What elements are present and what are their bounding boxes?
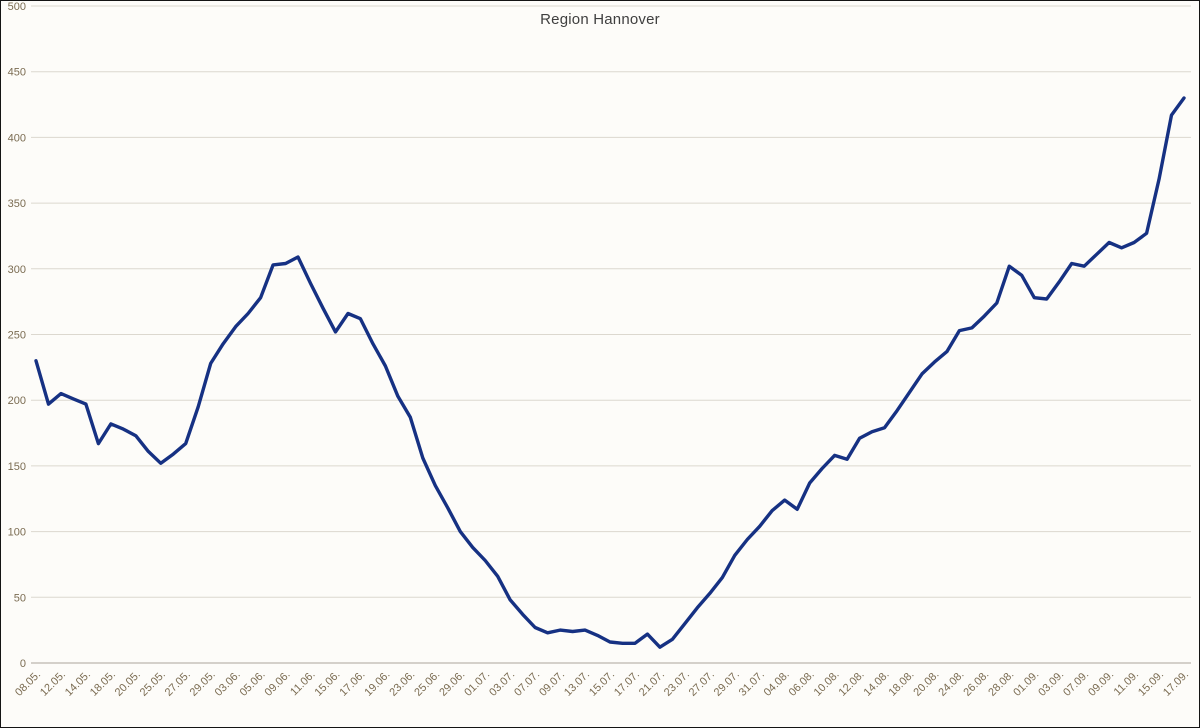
x-tick-label: 19.06. bbox=[362, 669, 392, 699]
x-tick-label: 05.06. bbox=[238, 669, 268, 699]
y-tick-label: 50 bbox=[14, 592, 26, 604]
x-tick-label: 23.07. bbox=[662, 669, 692, 699]
x-tick-label: 28.08. bbox=[986, 669, 1016, 699]
x-tick-label: 01.09. bbox=[1011, 669, 1041, 699]
y-tick-label: 400 bbox=[8, 132, 26, 144]
x-tick-label: 29.06. bbox=[437, 669, 467, 699]
x-tick-label: 17.09. bbox=[1161, 669, 1191, 699]
x-tick-label: 12.08. bbox=[837, 669, 867, 699]
x-tick-label: 06.08. bbox=[787, 669, 817, 699]
x-tick-label: 07.07. bbox=[512, 669, 542, 699]
x-tick-label: 09.09. bbox=[1086, 669, 1116, 699]
y-tick-label: 150 bbox=[8, 461, 26, 473]
data-series-line bbox=[34, 96, 1186, 649]
x-tick-label: 03.09. bbox=[1036, 669, 1066, 699]
x-tick-label: 03.07. bbox=[487, 669, 517, 699]
x-tick-label: 29.05. bbox=[188, 669, 218, 699]
x-tick-label: 15.07. bbox=[587, 669, 617, 699]
y-tick-label: 200 bbox=[8, 395, 26, 407]
x-tick-label: 03.06. bbox=[213, 669, 243, 699]
y-tick-label: 350 bbox=[8, 198, 26, 210]
x-tick-label: 18.08. bbox=[886, 669, 916, 699]
x-tick-label: 27.05. bbox=[163, 669, 193, 699]
x-tick-label: 17.06. bbox=[337, 669, 367, 699]
x-tick-label: 13.07. bbox=[562, 669, 592, 699]
x-tick-label: 14.08. bbox=[862, 669, 892, 699]
x-tick-label: 20.05. bbox=[113, 669, 143, 699]
x-tick-label: 15.06. bbox=[312, 669, 342, 699]
x-tick-label: 15.09. bbox=[1136, 669, 1166, 699]
x-tick-label: 04.08. bbox=[762, 669, 792, 699]
x-tick-label: 27.07. bbox=[687, 669, 717, 699]
x-tick-label: 24.08. bbox=[936, 669, 966, 699]
y-tick-label: 500 bbox=[8, 1, 26, 13]
x-tick-label: 18.05. bbox=[88, 669, 118, 699]
x-tick-label: 23.06. bbox=[387, 669, 417, 699]
x-tick-label: 26.08. bbox=[961, 669, 991, 699]
x-tick-label: 11.06. bbox=[288, 669, 318, 699]
y-tick-label: 250 bbox=[8, 330, 26, 342]
y-tick-label: 300 bbox=[8, 264, 26, 276]
x-tick-label: 21.07. bbox=[637, 669, 667, 699]
x-tick-label: 01.07. bbox=[462, 669, 492, 699]
x-tick-label: 07.09. bbox=[1061, 669, 1091, 699]
chart-title: Region Hannover bbox=[540, 11, 660, 28]
x-tick-label: 17.07. bbox=[612, 669, 642, 699]
x-tick-label: 12.05. bbox=[38, 669, 68, 699]
x-tick-label: 09.07. bbox=[537, 669, 567, 699]
y-tick-label: 450 bbox=[8, 67, 26, 79]
y-tick-label: 100 bbox=[8, 527, 26, 539]
x-tick-label: 20.08. bbox=[911, 669, 941, 699]
x-tick-label: 10.08. bbox=[812, 669, 842, 699]
x-tick-label: 08.05. bbox=[13, 669, 43, 699]
x-tick-label: 14.05. bbox=[63, 669, 93, 699]
y-tick-label: 0 bbox=[20, 658, 26, 670]
x-tick-label: 31.07. bbox=[737, 669, 767, 699]
x-tick-label: 09.06. bbox=[263, 669, 293, 699]
x-tick-label: 11.09. bbox=[1112, 669, 1142, 699]
x-tick-label: 25.06. bbox=[412, 669, 442, 699]
x-tick-label: 29.07. bbox=[712, 669, 742, 699]
x-tick-label: 25.05. bbox=[138, 669, 168, 699]
